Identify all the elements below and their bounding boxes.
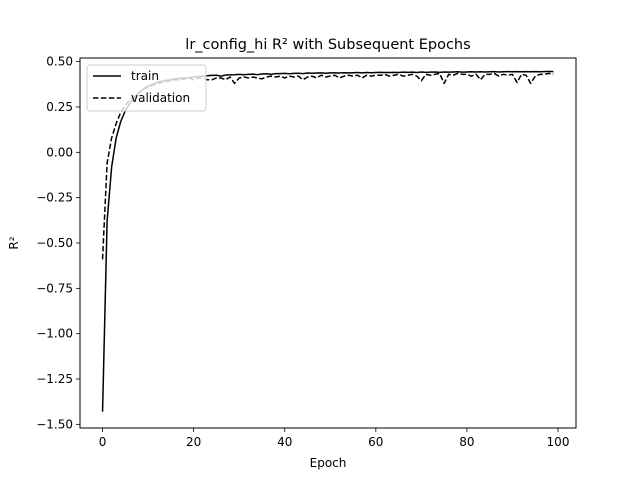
y-tick-label: −1.50 (36, 417, 73, 431)
y-tick-label: 0.25 (46, 100, 73, 114)
x-tick-label: 80 (459, 435, 474, 449)
legend: train validation (86, 64, 207, 112)
x-tick-label: 40 (277, 435, 292, 449)
y-tick-label: −1.00 (36, 327, 73, 341)
y-tick-label: 0.00 (46, 145, 73, 159)
y-axis-label: R² (7, 236, 21, 249)
legend-label-train: train (131, 69, 159, 83)
y-ticks: 0.50 0.25 0.00 −0.25 −0.50 −0.75 −1.00 −1.25 −1.… (36, 55, 80, 431)
x-tick-label: 20 (186, 435, 201, 449)
y-tick-label: −0.75 (36, 281, 73, 295)
x-tick-label: 100 (547, 435, 570, 449)
legend-label-validation: validation (131, 91, 190, 105)
y-tick-label: −1.25 (36, 372, 73, 386)
y-tick-label: −0.25 (36, 191, 73, 205)
chart-title: lr_config_hi R² with Subsequent Epochs (185, 37, 470, 53)
y-tick-label: 0.50 (46, 55, 73, 69)
y-tick-label: −0.50 (36, 236, 73, 250)
x-tick-label: 60 (368, 435, 383, 449)
x-tick-label: 0 (99, 435, 107, 449)
x-axis-label: Epoch (310, 456, 347, 470)
x-ticks: 0 20 40 60 80 100 (99, 428, 570, 449)
